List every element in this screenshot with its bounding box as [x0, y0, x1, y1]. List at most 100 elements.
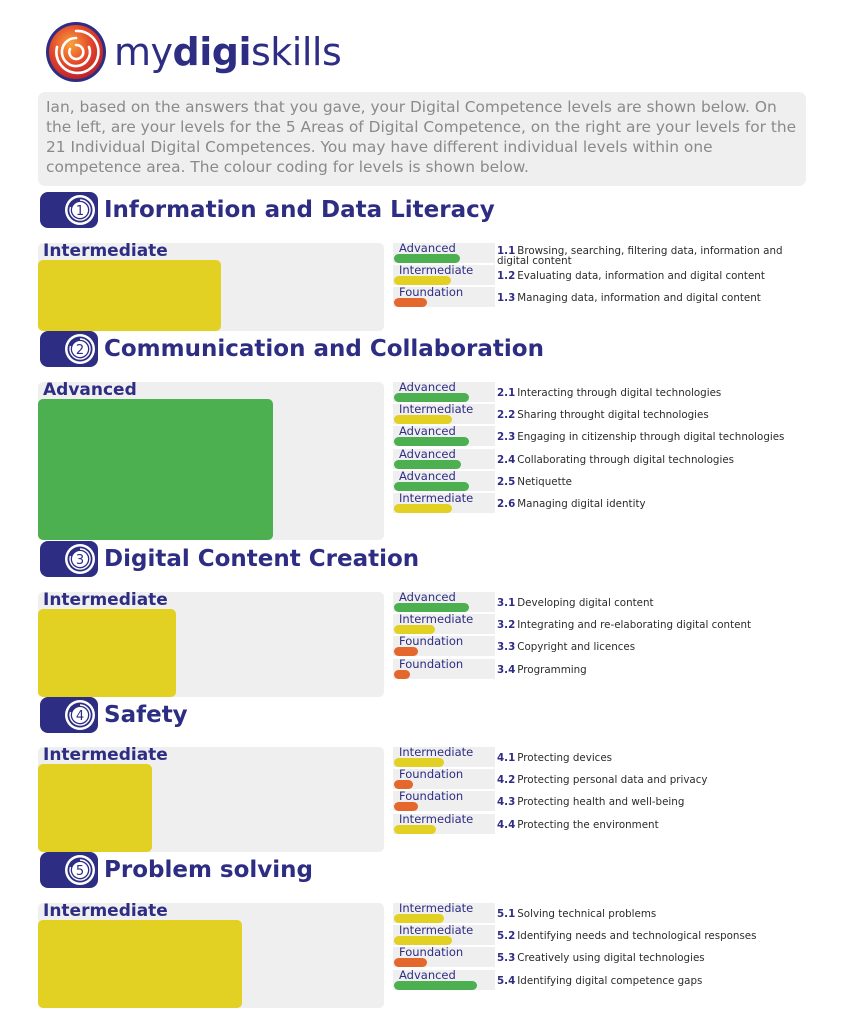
- competence-3-1-label: 3.1 Developing digital content: [497, 598, 807, 608]
- competence-name: Managing digital identity: [517, 498, 646, 510]
- competence-name: Protecting health and well-being: [517, 796, 685, 809]
- area-level-bar: [38, 609, 176, 697]
- competence-number: 3.3: [497, 641, 516, 654]
- competence-level-bar: [394, 958, 427, 968]
- area-number: 1: [76, 204, 84, 219]
- competence-level-bar: [394, 625, 435, 635]
- area-number: 2: [76, 343, 84, 358]
- competence-number: 5.3: [497, 952, 516, 965]
- competence-level-row: Foundation: [393, 656, 495, 679]
- competence-number: 1.1: [497, 245, 516, 257]
- area-header-3: 3 Digital Content Creation: [40, 541, 419, 577]
- area-header-5: 5 Problem solving: [40, 852, 313, 888]
- competence-1-2-label: 1.2 Evaluating data, information and digi…: [497, 271, 807, 281]
- competence-level-row: Foundation: [393, 767, 495, 790]
- competence-number: 4.2: [497, 774, 516, 787]
- competence-number: 2.3: [497, 431, 516, 444]
- area-header-4: 4 Safety: [40, 697, 188, 733]
- area-level-label: Intermediate: [43, 241, 168, 261]
- competence-5-2-label: 5.2 Identifying needs and technological r…: [497, 931, 807, 941]
- competence-level-bar: [394, 254, 460, 263]
- competence-name: Identifying digital competence gaps: [517, 974, 703, 987]
- competence-level-label: Foundation: [399, 656, 464, 671]
- competence-level-row: Foundation: [393, 285, 495, 308]
- competence-level-bar: [394, 980, 477, 990]
- competence-level-label: Foundation: [399, 285, 464, 300]
- area-title: Safety: [104, 702, 188, 728]
- competence-level-label: Intermediate: [399, 901, 474, 915]
- competence-name: Engaging in citizenship through digital …: [517, 431, 785, 444]
- competence-name: Protecting devices: [517, 752, 613, 764]
- competence-level-bar: [394, 437, 469, 447]
- area-number: 3: [76, 553, 84, 568]
- area-level-label: Intermediate: [43, 590, 168, 610]
- area-level-label: Advanced: [43, 380, 137, 400]
- area-level-label: Intermediate: [43, 745, 168, 765]
- area-3-number-badge-icon: 3: [40, 541, 98, 577]
- competence-level-bar: [394, 393, 469, 402]
- competence-level-label: Advanced: [399, 241, 456, 255]
- area-title: Problem solving: [104, 857, 314, 883]
- competence-level-bar: [394, 669, 410, 679]
- area-level-bar: [38, 399, 273, 540]
- competence-name: Sharing throught digital technologies: [517, 409, 709, 422]
- competence-number: 2.5: [497, 475, 516, 488]
- competence-2-2-label: 2.2 Sharing throught digital technologies: [497, 410, 807, 420]
- competence-level-row: Intermediate: [393, 491, 495, 513]
- competence-level-bar: [394, 276, 451, 286]
- competence-number: 4.3: [497, 796, 516, 809]
- competence-level-label: Foundation: [399, 767, 464, 782]
- competence-number: 2.1: [497, 387, 516, 399]
- logo-wordmark: mydigiskills: [114, 30, 342, 74]
- competence-level-row: Foundation: [393, 789, 495, 812]
- competence-level-row: Advanced: [393, 380, 495, 402]
- competence-level-bar: [394, 824, 436, 834]
- competence-name: Developing digital content: [517, 597, 654, 609]
- competence-level-row: Foundation: [393, 634, 495, 657]
- competence-number: 5.2: [497, 930, 516, 943]
- area-4-number-badge-icon: 4: [40, 697, 98, 733]
- competence-level-label: Foundation: [399, 634, 464, 649]
- competence-level-label: Intermediate: [399, 612, 474, 627]
- competence-level-bar: [394, 914, 444, 923]
- competence-name: Identifying needs and technological resp…: [517, 930, 757, 943]
- competence-level-label: Intermediate: [399, 263, 474, 278]
- competence-2-5-label: 2.5 Netiquette: [497, 477, 807, 487]
- competence-level-label: Advanced: [399, 967, 456, 982]
- competence-number: 3.4: [497, 663, 516, 676]
- competence-number: 2.6: [497, 498, 516, 510]
- competence-2-3-label: 2.3 Engaging in citizenship through digit…: [497, 432, 807, 442]
- competence-number: 2.4: [497, 453, 516, 466]
- competence-number: 1.3: [497, 292, 516, 305]
- competence-number: 3.1: [497, 597, 516, 609]
- area-level-label: Intermediate: [43, 901, 168, 921]
- area-title: Communication and Collaboration: [104, 336, 544, 362]
- competence-level-bar: [394, 603, 469, 612]
- competence-level-label: Intermediate: [399, 491, 474, 505]
- competence-level-label: Intermediate: [399, 745, 474, 759]
- competence-2-6-label: 2.6 Managing digital identity: [497, 499, 807, 509]
- competence-3-2-label: 3.2 Integrating and re-elaborating digita…: [497, 620, 807, 630]
- competence-4-3-label: 4.3 Protecting health and well-being: [497, 797, 807, 807]
- competence-name: Evaluating data, information and digital…: [517, 270, 765, 283]
- area-1-number-badge-icon: 1: [40, 192, 98, 228]
- competence-level-bar: [394, 647, 418, 657]
- competence-level-row: Advanced: [393, 241, 495, 263]
- competence-level-row: Advanced: [393, 424, 495, 447]
- competence-level-bar: [394, 415, 452, 425]
- competence-4-2-label: 4.2 Protecting personal data and privacy: [497, 775, 807, 785]
- competence-name: Netiquette: [517, 475, 572, 488]
- competence-4-1-label: 4.1 Protecting devices: [497, 753, 807, 763]
- competence-number: 2.2: [497, 409, 516, 422]
- competence-number: 4.4: [497, 818, 516, 831]
- competence-name: Integrating and re-elaborating digital c…: [517, 619, 752, 632]
- competence-level-label: Advanced: [399, 424, 456, 439]
- competence-name: Collaborating through digital technologi…: [517, 453, 735, 466]
- competence-level-row: Intermediate: [393, 263, 495, 286]
- competence-level-label: Intermediate: [399, 811, 474, 826]
- area-level-bar: [38, 260, 221, 331]
- competence-level-row: Intermediate: [393, 612, 495, 635]
- competence-number: 5.4: [497, 974, 516, 987]
- competence-name: Browsing, searching, filtering data, inf…: [497, 245, 783, 267]
- area-number: 5: [76, 864, 84, 879]
